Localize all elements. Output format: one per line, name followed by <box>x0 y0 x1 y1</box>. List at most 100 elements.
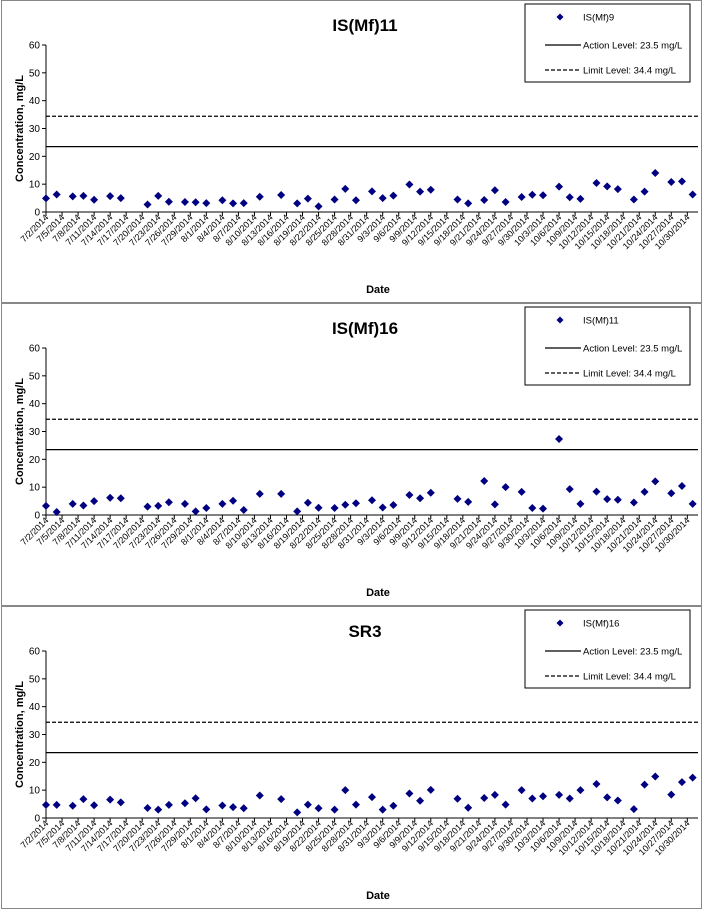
data-point <box>464 803 473 812</box>
data-point <box>651 477 660 486</box>
data-point <box>330 805 339 814</box>
data-point <box>389 191 398 200</box>
y-tick-label: 0 <box>34 208 40 219</box>
y-tick-label: 40 <box>29 96 41 107</box>
data-point <box>517 192 526 201</box>
data-point <box>90 195 99 204</box>
data-point <box>143 502 152 511</box>
data-point <box>106 192 115 201</box>
data-point <box>191 198 200 207</box>
data-point <box>416 796 425 805</box>
legend-marker-diamond <box>556 619 564 627</box>
data-point <box>106 493 115 502</box>
data-point <box>389 500 398 509</box>
data-point <box>528 504 537 513</box>
legend: IS(Mf)16 Action Level: 23.5 mg/L Limit Lev… <box>524 609 691 689</box>
y-tick-label: 0 <box>34 511 40 522</box>
data-point <box>528 190 537 199</box>
data-point <box>90 801 99 810</box>
data-point <box>640 487 649 496</box>
data-point <box>52 507 61 516</box>
data-point <box>314 503 323 512</box>
data-point <box>202 805 211 814</box>
y-tick-label: 20 <box>29 758 41 769</box>
data-point <box>640 187 649 196</box>
data-point <box>501 800 510 809</box>
chart-panel-1: IS(Mf)11 0 10 20 30 40 50 60 7/2/2014 7/5/2014 7/8… <box>1 0 702 303</box>
x-axis-label: Date <box>366 284 390 296</box>
legend: IS(Mf)11 Action Level: 23.5 mg/L Limit Lev… <box>524 306 691 386</box>
data-point <box>277 489 286 498</box>
data-point <box>667 177 676 186</box>
data-point <box>539 504 548 513</box>
data-point <box>539 191 548 200</box>
data-point <box>490 186 499 195</box>
data-point <box>277 795 286 804</box>
data-point <box>501 483 510 492</box>
legend-limit-label: Limit Level: 34.4 mg/L <box>583 672 676 683</box>
y-tick-label: 60 <box>29 41 41 52</box>
data-point <box>239 505 248 514</box>
data-point <box>180 197 189 206</box>
data-point <box>330 504 339 513</box>
data-point <box>229 199 238 208</box>
data-point <box>603 793 612 802</box>
y-tick-label: 60 <box>29 647 41 658</box>
data-point <box>629 195 638 204</box>
legend-action-label: Action Level: 23.5 mg/L <box>583 344 682 355</box>
y-tick-label: 50 <box>29 68 41 79</box>
data-point <box>603 182 612 191</box>
data-point <box>42 501 50 510</box>
data-point <box>79 501 88 510</box>
data-point <box>480 793 489 802</box>
data-point <box>378 503 387 512</box>
data-point <box>341 500 350 509</box>
data-point <box>255 489 264 498</box>
data-point <box>368 187 376 196</box>
data-point <box>651 169 660 178</box>
data-point <box>453 195 462 204</box>
data-point <box>202 504 211 513</box>
data-point <box>416 187 425 196</box>
data-point <box>164 197 173 206</box>
chart-panel-3: SR3 0 10 20 30 40 50 60 7/2/2014 7/5/2014 7/8/2014… <box>1 606 702 909</box>
chart-title: SR3 <box>348 622 381 641</box>
data-point <box>426 488 435 497</box>
y-tick-label: 20 <box>29 152 41 163</box>
data-point <box>303 800 312 809</box>
y-tick-label: 50 <box>29 674 41 685</box>
data-point <box>202 199 211 208</box>
data-point <box>90 497 99 506</box>
chart-panel-2: IS(Mf)16 0 10 20 30 40 50 60 7/2/2014 7/5/2014 7/8… <box>1 303 702 606</box>
data-point <box>677 177 686 186</box>
data-point <box>42 194 50 203</box>
data-point <box>453 794 462 803</box>
y-tick-label: 0 <box>34 814 40 825</box>
data-point <box>239 199 248 208</box>
y-tick-label: 30 <box>29 427 41 438</box>
y-tick-label: 10 <box>29 786 41 797</box>
legend-limit-label: Limit Level: 34.4 mg/L <box>583 66 676 77</box>
legend: IS(Mf)9 Action Level: 23.5 mg/L Limit Leve… <box>524 3 691 83</box>
data-point <box>667 790 676 799</box>
legend-action-label: Action Level: 23.5 mg/L <box>583 647 682 658</box>
data-point <box>68 192 77 201</box>
chart-svg: SR301020304050607/2/20147/5/20147/8/2014… <box>14 609 698 902</box>
data-point <box>229 803 238 812</box>
legend-marker-diamond <box>556 13 564 21</box>
data-point <box>688 773 697 782</box>
y-tick-label: 60 <box>29 344 41 355</box>
data-point <box>677 778 686 787</box>
data-point <box>154 191 163 200</box>
data-point <box>303 194 312 203</box>
data-point <box>154 501 163 510</box>
data-point <box>52 190 61 199</box>
data-point <box>405 490 414 499</box>
data-point <box>255 791 264 800</box>
data-point <box>106 795 115 804</box>
data-point <box>555 435 564 444</box>
legend-series-label: IS(Mf)9 <box>583 13 614 24</box>
data-point <box>351 800 360 809</box>
data-point <box>565 485 574 494</box>
data-point <box>351 196 360 205</box>
